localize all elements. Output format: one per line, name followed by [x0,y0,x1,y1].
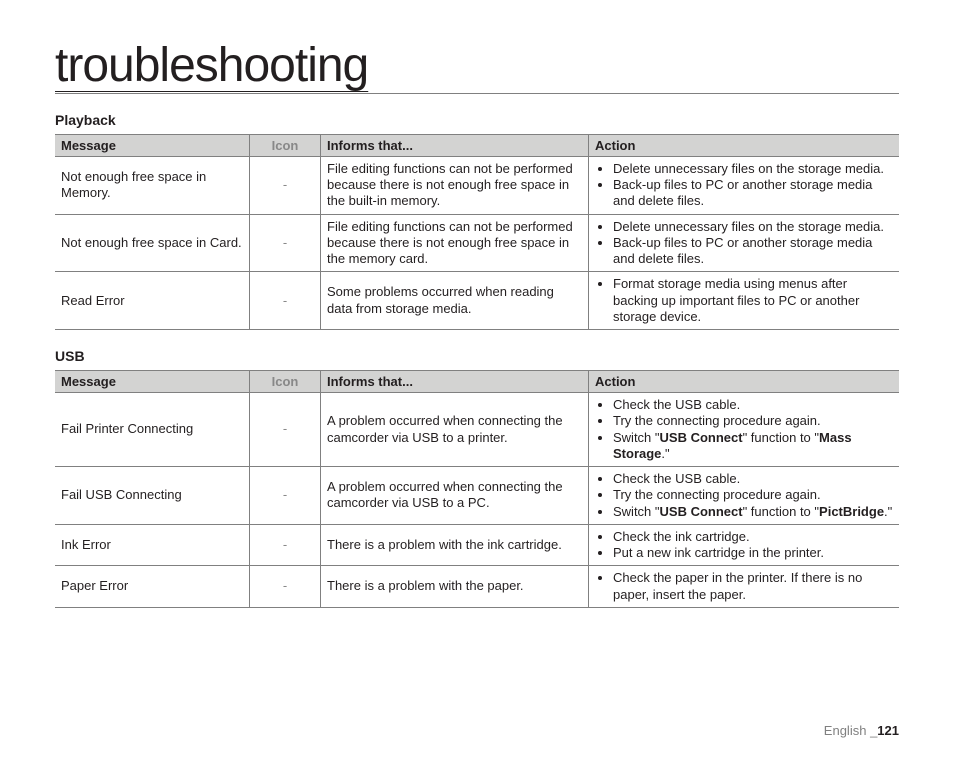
action-list: Check the paper in the printer. If there… [595,570,893,603]
message-cell: Fail Printer Connecting [55,393,250,467]
column-header: Informs that... [321,371,589,393]
action-text-run: Try the connecting procedure again. [613,487,821,502]
action-text-run: Switch " [613,430,660,445]
column-header: Action [589,134,900,156]
action-list: Delete unnecessary files on the storage … [595,219,893,268]
action-item: Format storage media using menus after b… [613,276,893,325]
icon-cell: - [250,156,321,214]
column-header: Action [589,371,900,393]
action-item: Delete unnecessary files on the storage … [613,219,893,235]
page-title: troubleshooting [55,40,899,94]
column-header: Informs that... [321,134,589,156]
icon-cell: - [250,566,321,608]
icon-cell: - [250,393,321,467]
action-item: Delete unnecessary files on the storage … [613,161,893,177]
table-row: Not enough free space in Memory.-File ed… [55,156,899,214]
table-row: Read Error-Some problems occurred when r… [55,272,899,330]
icon-cell: - [250,524,321,566]
action-cell: Check the USB cable.Try the connecting p… [589,393,900,467]
action-list: Check the ink cartridge.Put a new ink ca… [595,529,893,562]
troubleshooting-table: MessageIconInforms that...ActionFail Pri… [55,370,899,608]
action-item: Check the USB cable. [613,471,893,487]
message-cell: Paper Error [55,566,250,608]
action-item: Check the ink cartridge. [613,529,893,545]
action-cell: Check the paper in the printer. If there… [589,566,900,608]
action-text-run: Switch " [613,504,660,519]
column-header: Icon [250,371,321,393]
action-text-run: Check the USB cable. [613,397,740,412]
message-cell: Not enough free space in Memory. [55,156,250,214]
action-cell: Delete unnecessary files on the storage … [589,214,900,272]
action-list: Check the USB cable.Try the connecting p… [595,397,893,462]
informs-cell: There is a problem with the ink cartridg… [321,524,589,566]
column-header: Message [55,134,250,156]
action-text-run: PictBridge [819,504,884,519]
page-footer: English _121 [824,723,899,738]
table-row: Ink Error-There is a problem with the in… [55,524,899,566]
informs-cell: There is a problem with the paper. [321,566,589,608]
action-text-run: ." [884,504,892,519]
action-item: Back-up files to PC or another storage m… [613,177,893,210]
action-item: Back-up files to PC or another storage m… [613,235,893,268]
action-cell: Format storage media using menus after b… [589,272,900,330]
action-list: Check the USB cable.Try the connecting p… [595,471,893,520]
action-item: Try the connecting procedure again. [613,413,893,429]
action-list: Delete unnecessary files on the storage … [595,161,893,210]
message-cell: Ink Error [55,524,250,566]
table-row: Fail Printer Connecting-A problem occurr… [55,393,899,467]
icon-cell: - [250,467,321,525]
action-list: Format storage media using menus after b… [595,276,893,325]
action-item: Switch "USB Connect" function to "PictBr… [613,504,893,520]
action-cell: Check the USB cable.Try the connecting p… [589,467,900,525]
action-cell: Delete unnecessary files on the storage … [589,156,900,214]
footer-language: English [824,723,867,738]
action-text-run: " function to " [743,430,819,445]
message-cell: Fail USB Connecting [55,467,250,525]
informs-cell: File editing functions can not be perfor… [321,156,589,214]
action-text-run: USB Connect [660,504,743,519]
informs-cell: A problem occurred when connecting the c… [321,393,589,467]
icon-cell: - [250,272,321,330]
action-item: Switch "USB Connect" function to "Mass S… [613,430,893,463]
action-text-run: USB Connect [660,430,743,445]
table-row: Fail USB Connecting-A problem occurred w… [55,467,899,525]
sections-container: PlaybackMessageIconInforms that...Action… [55,112,899,608]
action-text-run: Try the connecting procedure again. [613,413,821,428]
message-cell: Not enough free space in Card. [55,214,250,272]
icon-cell: - [250,214,321,272]
section-title: Playback [55,112,899,128]
action-item: Check the paper in the printer. If there… [613,570,893,603]
action-text-run: ." [661,446,669,461]
section-title: USB [55,348,899,364]
column-header: Icon [250,134,321,156]
action-item: Try the connecting procedure again. [613,487,893,503]
message-cell: Read Error [55,272,250,330]
column-header: Message [55,371,250,393]
table-row: Paper Error-There is a problem with the … [55,566,899,608]
informs-cell: A problem occurred when connecting the c… [321,467,589,525]
action-text-run: " function to " [743,504,819,519]
informs-cell: File editing functions can not be perfor… [321,214,589,272]
informs-cell: Some problems occurred when reading data… [321,272,589,330]
action-item: Check the USB cable. [613,397,893,413]
troubleshooting-table: MessageIconInforms that...ActionNot enou… [55,134,899,330]
action-item: Put a new ink cartridge in the printer. [613,545,893,561]
footer-page-number: 121 [877,723,899,738]
action-text-run: Check the USB cable. [613,471,740,486]
table-row: Not enough free space in Card.-File edit… [55,214,899,272]
action-cell: Check the ink cartridge.Put a new ink ca… [589,524,900,566]
